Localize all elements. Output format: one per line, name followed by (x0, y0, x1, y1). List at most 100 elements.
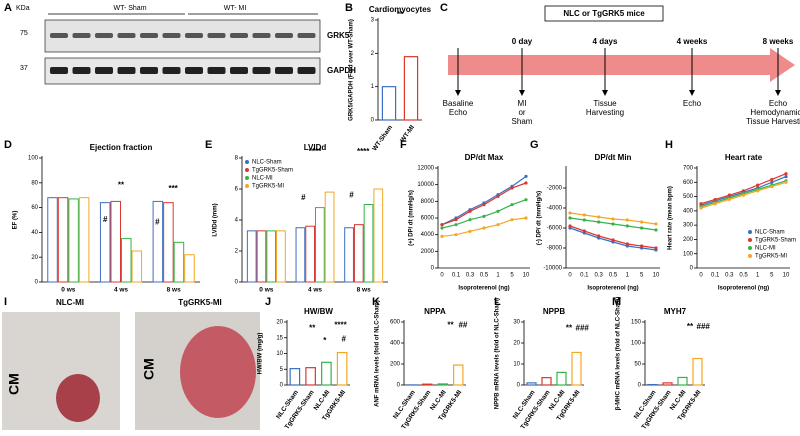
y-tick-label: 400 (390, 341, 401, 347)
x-tick-label: 5 (640, 273, 644, 279)
panel-label: A (4, 2, 12, 14)
band (95, 33, 113, 38)
marker-label: 37 (20, 65, 28, 72)
point (741, 189, 746, 193)
x-tick-label: 10 (523, 273, 530, 279)
bar (99, 202, 111, 283)
point (482, 226, 486, 230)
annotation: # (155, 218, 160, 227)
bar (110, 200, 121, 283)
chart-title: Cardiomyocytes (369, 5, 432, 14)
annotation: # (349, 190, 354, 199)
point (524, 198, 528, 202)
group-label: WT- Sham (113, 5, 146, 12)
x-tick-label: TgGRK5-Sham (284, 389, 316, 431)
bar (363, 204, 374, 283)
point (468, 229, 472, 233)
y-tick-label: 6 (235, 187, 239, 193)
point (784, 180, 788, 184)
point (727, 197, 731, 202)
bar (305, 367, 316, 386)
band (50, 67, 68, 74)
panel-label: G (530, 139, 539, 151)
y-tick-label: 0 (397, 383, 401, 389)
bar (163, 202, 174, 283)
event-label: Basaline (443, 99, 474, 108)
band (162, 33, 181, 38)
y-tick-label: 6000 (421, 216, 435, 222)
chart-title: Heart rate (725, 153, 763, 162)
legend-marker (748, 230, 752, 234)
x-tick-label: 0 ws (259, 287, 273, 294)
y-tick-label: 10 (276, 351, 283, 357)
chart-title: MYH7 (664, 307, 687, 316)
annotation: **** (357, 147, 370, 156)
y-axis-label: NPPB mRNA levels (fold of NLC-Sham) (495, 298, 501, 409)
legend-marker (748, 246, 752, 250)
x-tick-label: 1 (626, 273, 630, 279)
y-tick-label: 700 (683, 166, 694, 172)
arrow-head (602, 90, 608, 96)
y-tick-label: -6000 (547, 226, 563, 232)
y-tick-label: 0 (690, 266, 694, 272)
legend-label: TgGRK5-Sham (755, 238, 796, 244)
y-tick-label: 0 (280, 383, 284, 389)
x-tick-label: 0.5 (609, 273, 618, 279)
band (185, 33, 203, 38)
point (611, 222, 615, 226)
point (699, 206, 703, 210)
y-tick-label: 8000 (421, 199, 435, 205)
event-label: Echo (683, 99, 702, 108)
heart-photos: I NLC-MI TgGRK5-MI CM CM (2, 296, 260, 430)
bar (152, 200, 164, 283)
point (454, 223, 458, 227)
y-axis-label: EF (%) (13, 211, 19, 230)
blot-frame (44, 57, 321, 85)
legend-marker (748, 238, 752, 242)
point (640, 220, 644, 224)
point (468, 218, 472, 222)
y-tick-label: 60 (31, 205, 38, 211)
legend-label: NLC-MI (252, 176, 273, 182)
y-tick-label: 200 (390, 362, 401, 368)
x-tick-label: 0.5 (739, 273, 748, 279)
y-axis-label: HW/BW (mg/g) (258, 333, 264, 375)
bar (305, 225, 315, 283)
x-axis-label: Isoproterenol (ng) (587, 286, 638, 292)
point (496, 223, 500, 227)
y-tick-label: 600 (683, 180, 694, 186)
point (582, 213, 586, 217)
point (770, 177, 774, 182)
legend-marker (245, 160, 249, 164)
x-axis-label: Isoproterenol (ng) (458, 286, 509, 292)
event-label: or (518, 108, 525, 117)
point (510, 218, 514, 222)
group-label: WT- MI (224, 5, 247, 12)
point (568, 216, 572, 220)
panel-label: F (400, 139, 407, 151)
timeline-title: NLC or TgGRK5 mice (563, 9, 645, 18)
point (597, 220, 601, 224)
band (95, 67, 113, 74)
point (625, 224, 629, 228)
y-tick-label: -2000 (547, 186, 563, 192)
x-tick-label: WT-Sham (371, 124, 394, 152)
annotation: **** (334, 320, 347, 329)
point (510, 203, 514, 207)
time-label: 4 days (593, 37, 618, 46)
band (207, 33, 226, 38)
x-tick-label: 5 (770, 273, 774, 279)
y-axis-label: (+) DP/ dt (mmHg/s) (409, 190, 415, 246)
annotation: ** (118, 180, 125, 189)
heart (56, 374, 100, 422)
arrow-head (519, 90, 525, 96)
event-label: Sham (512, 117, 533, 126)
band (72, 67, 91, 74)
point (654, 228, 658, 232)
bar (256, 230, 267, 283)
point (654, 246, 658, 250)
axis (565, 166, 660, 269)
point (611, 238, 615, 242)
photo-label: NLC-MI (56, 298, 84, 307)
y-tick-label: 8 (235, 156, 239, 162)
